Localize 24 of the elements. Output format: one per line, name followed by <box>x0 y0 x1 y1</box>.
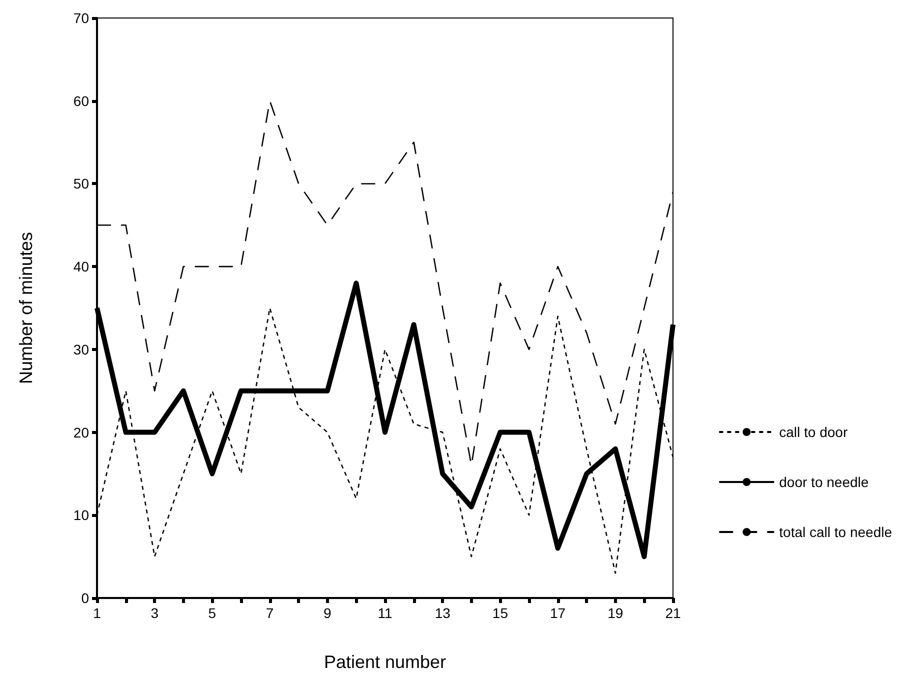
x-tick-label: 7 <box>266 605 274 621</box>
legend-label: call to door <box>779 424 848 440</box>
legend-label: door to needle <box>779 474 869 490</box>
y-tick-label: 60 <box>73 92 90 109</box>
x-tick-label: 13 <box>434 605 451 621</box>
x-tick-label: 17 <box>550 605 566 621</box>
y-tick-label: 0 <box>81 590 90 606</box>
x-tick-label: 19 <box>608 605 624 621</box>
y-tick-label: 50 <box>73 176 90 192</box>
y-tick-label: 10 <box>73 507 90 524</box>
y-tick-label: 40 <box>73 258 90 275</box>
x-tick-label: 9 <box>324 605 332 621</box>
x-tick-label: 3 <box>150 605 159 621</box>
x-tick-label: 21 <box>665 605 681 621</box>
x-tick-label: 15 <box>492 605 508 621</box>
y-tick-label: 70 <box>73 10 90 26</box>
x-tick-label: 11 <box>378 605 392 621</box>
y-axis-title: Number of minutes <box>16 232 36 384</box>
x-tick-label: 1 <box>93 605 102 621</box>
y-tick-label: 20 <box>73 424 90 440</box>
x-tick-label: 5 <box>208 605 216 621</box>
legend-label: total call to needle <box>779 524 892 540</box>
x-axis-title: Patient number <box>324 652 446 672</box>
y-tick-label: 30 <box>73 341 90 358</box>
